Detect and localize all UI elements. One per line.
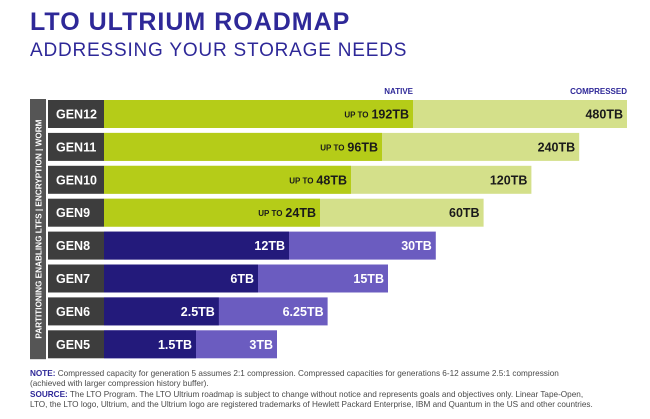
note-label: NOTE: [30,369,56,378]
gen-label: GEN5 [56,338,90,352]
gen-label-box [48,198,104,227]
gen-label-box [48,165,104,194]
source-label: SOURCE: [30,389,68,399]
native-bar [104,330,196,359]
compressed-header: COMPRESSED [570,87,627,96]
native-value-label: 2.5TB [181,305,215,319]
native-value-label: 96TB [347,140,378,154]
up-to-label: UP TO [320,143,344,152]
compressed-value-label: 30TB [401,239,432,253]
native-bar [104,198,320,227]
chart-subtitle: ADDRESSING YOUR STORAGE NEEDS [30,40,408,61]
native-header: NATIVE [384,87,413,96]
native-value-label: 12TB [254,239,285,253]
compressed-value-label: 60TB [449,206,480,220]
native-bar [104,264,258,293]
gen-label: GEN11 [56,140,96,154]
native-value-label: 24TB [285,206,316,220]
side-band-label: PARTITIONING ENABLING LTFS | ENCRYPTION … [35,119,44,338]
gen-label: GEN7 [56,272,90,286]
native-value-label: 192TB [371,108,409,122]
bars-group: PARTITIONING ENABLING LTFS | ENCRYPTION … [30,99,627,360]
source-text: The LTO Program. The LTO Ultrium roadmap… [67,389,584,399]
native-bar [104,231,289,260]
up-to-label: UP TO [344,111,368,120]
compressed-value-label: 15TB [353,272,384,286]
side-band [30,99,46,360]
gen-label-box [48,231,104,260]
native-value-label: 1.5TB [158,338,192,352]
up-to-label: UP TO [289,176,313,185]
gen-label: GEN6 [56,305,90,319]
note-text-2: (achieved with larger compression histor… [30,379,209,389]
note-line-1: NOTE: Compressed capacity for generation… [30,369,635,379]
compressed-value-label: 240TB [538,140,576,154]
gen-label-box [48,264,104,293]
note-text: Compressed capacity for generation 5 ass… [55,369,559,378]
chart-title: LTO ULTRIUM ROADMAP [30,8,351,36]
source-text-2: LTO, the LTO logo, Ultrium, and the Ultr… [30,400,593,410]
source-line-2: LTO, the LTO logo, Ultrium, and the Ultr… [30,400,635,410]
compressed-value-label: 120TB [490,173,528,187]
roadmap-chart: NATIVE COMPRESSED PARTITIONING ENABLING … [30,87,627,360]
native-bar [104,297,219,326]
native-bar [104,165,351,194]
source-line-1: SOURCE: The LTO Program. The LTO Ultrium… [30,390,635,400]
up-to-label: UP TO [258,209,282,218]
footnotes: NOTE: Compressed capacity for generation… [30,369,635,411]
compressed-value-label: 480TB [585,108,623,122]
native-value-label: 48TB [316,173,347,187]
gen-label: GEN10 [56,173,97,187]
native-bar [104,100,413,128]
gen-label-box [48,100,104,128]
gen-label-box [48,330,104,359]
native-value-label: 6TB [230,272,254,286]
native-bar [104,132,382,161]
note-line-2: (achieved with larger compression histor… [30,379,635,389]
compressed-value-label: 3TB [249,338,273,352]
gen-label: GEN9 [56,206,90,220]
gen-label: GEN8 [56,239,90,253]
gen-label-box [48,297,104,326]
compressed-value-label: 6.25TB [283,305,324,319]
gen-label-box [48,132,104,161]
gen-label: GEN12 [56,108,97,122]
